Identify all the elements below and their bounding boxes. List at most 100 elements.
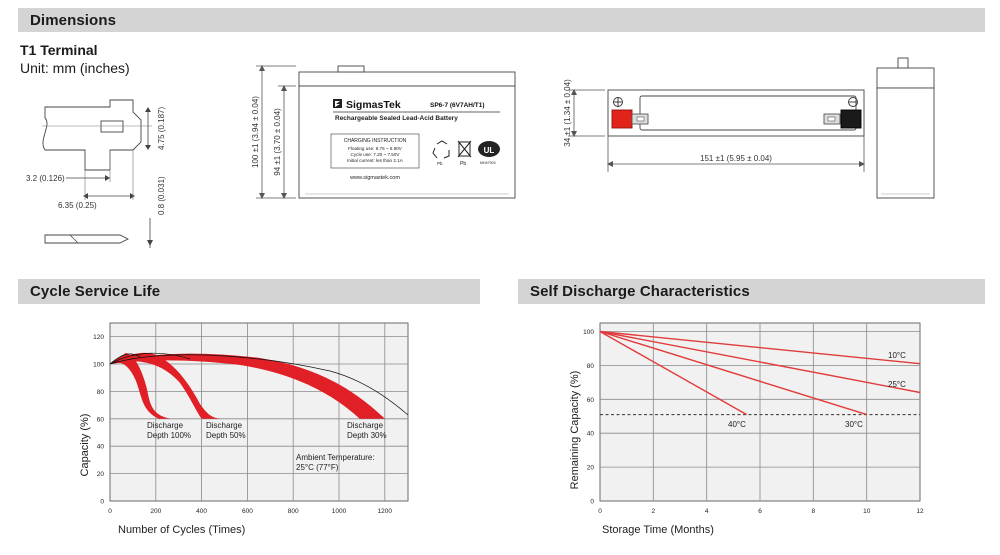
band-dod-50 [110,352,225,419]
svg-text:120: 120 [93,334,104,341]
crossed-bin-pb-icon [457,140,472,158]
line-40c [599,330,748,416]
section-title-self-discharge: Self Discharge Characteristics [530,283,750,300]
svg-text:0: 0 [100,499,104,506]
unit-note-label: Unit: mm (inches) [20,60,130,76]
charging-instruction-title: CHARGING INSTRUCTION [344,138,407,144]
dimension-drawings: 4.75 (0.187) 3.2 (0.126) 6.35 (0.25) 0.8… [26,57,935,248]
top-view-length-dim: 151 ±1 (5.95 ± 0.04) [700,154,772,163]
svg-text:1000: 1000 [332,508,347,515]
svg-text:80: 80 [587,363,595,370]
anno-dod-30-line2: Depth 30% [347,431,387,440]
svg-text:200: 200 [150,508,161,515]
terminal-thickness-dim: 0.8 (0.031) [157,176,166,215]
chart-self-discharge: 10°C 25°C 30°C 40°C 0 20 40 60 80 100 0 … [569,322,924,536]
terminal-height-dim: 4.75 (0.187) [157,107,166,150]
svg-text:UL: UL [484,146,495,155]
brand-name: SigmasTek [346,99,401,111]
anno-ambient-line1: Ambient Temperature: [296,453,375,462]
band-dod-30 [110,353,385,419]
svg-text:0: 0 [590,499,594,506]
cycle-x-tick-labels: 0 200 400 600 800 1000 1200 [108,508,392,515]
ul-listed-icon: UL [478,141,500,157]
band-dod-100 [110,352,171,419]
svg-text:12: 12 [916,508,924,515]
svg-text:100: 100 [93,362,104,369]
label-website: www.sigmastek.com [349,175,400,181]
svg-text:60: 60 [97,416,105,423]
svg-text:4: 4 [705,508,709,515]
svg-text:10: 10 [863,508,871,515]
top-view-dimension-lines [568,89,865,172]
svg-text:40: 40 [587,431,595,438]
section-title-cycle-service-life: Cycle Service Life [30,283,161,300]
battery-front-view [298,65,516,199]
ul-file-number: MH47903 [480,161,496,165]
terminal-width-dim: 6.35 (0.25) [58,201,97,210]
bin-mark-caption: Pb [460,161,466,167]
model-number: SP6-7 (6V7AH/T1) [430,102,485,109]
cycle-x-axis-title: Number of Cycles (Times) [118,524,245,536]
anno-dod-100-line1: Discharge [147,421,184,430]
self-label-25c: 25°C [888,380,906,389]
charging-line-cycle: Cycle use: 7.20 ~ 7.50V [351,152,401,157]
anno-ambient-line2: 25°C (77°F) [296,463,339,472]
self-vertical-gridlines [652,323,868,501]
anno-dod-50-line2: Depth 50% [206,431,246,440]
anno-dod-30-line1: Discharge [347,421,384,430]
self-horizontal-gridlines [600,331,920,468]
line-30c [599,330,867,416]
svg-text:1200: 1200 [378,508,393,515]
label-subtitle: Rechargeable Sealed Lead-Acid Battery [335,115,458,122]
recycle-pb-icon [432,140,450,159]
svg-text:8: 8 [811,508,815,515]
svg-text:600: 600 [242,508,253,515]
cycle-vertical-gridlines [155,323,386,501]
cycle-discharge-bands [110,352,385,419]
self-label-30c: 30°C [845,420,863,429]
section-header-self-discharge: Self Discharge Characteristics [518,279,985,304]
battery-top-view [607,89,865,137]
recycle-mark-caption: Pb [437,161,443,166]
top-view-depth-dim: 34 ±1 (1.34 ± 0.04) [563,79,572,147]
self-label-10c: 10°C [888,351,906,360]
product-label: SigmasTek SP6-7 (6V7AH/T1) Rechargeable … [330,99,500,181]
terminal-type-label: T1 Terminal [20,42,98,58]
svg-text:40: 40 [97,444,105,451]
battery-side-view [876,57,935,199]
self-discharge-lines [599,330,921,416]
anno-dod-50-line1: Discharge [206,421,243,430]
svg-text:60: 60 [587,397,595,404]
svg-text:80: 80 [97,389,105,396]
front-view-dimension-lines [256,65,296,199]
line-10c [599,330,921,365]
cycle-y-axis-title: Capacity (%) [79,414,91,477]
cycle-reference-curves [109,352,409,416]
front-view-body-height-dim: 94 ±1 (3.70 ± 0.04) [273,108,282,176]
charging-instruction-box [330,133,420,169]
svg-text:6: 6 [758,508,762,515]
self-x-tick-labels: 0 2 4 6 8 10 12 [598,508,924,515]
self-label-40c: 40°C [728,420,746,429]
cycle-y-tick-labels: 0 20 40 60 80 100 120 [93,334,104,505]
svg-text:800: 800 [288,508,299,515]
self-x-axis-title: Storage Time (Months) [602,524,714,536]
brand-logo-icon [333,99,342,108]
charging-line-floating: Floating use: 6.75 ~ 6.90V [348,146,403,151]
anno-dod-100-line2: Depth 100% [147,431,191,440]
svg-text:2: 2 [651,508,655,515]
svg-text:0: 0 [108,508,112,515]
terminal-detail-drawing [42,99,153,248]
svg-text:100: 100 [583,329,594,336]
front-view-total-height-dim: 100 ±1 (3.94 ± 0.04) [251,96,260,168]
self-y-axis-title: Remaining Capacity (%) [569,371,581,490]
section-header-dimensions: Dimensions [18,8,985,32]
terminal-gap-dim: 3.2 (0.126) [26,174,65,183]
svg-text:20: 20 [587,465,595,472]
svg-text:0: 0 [598,508,602,515]
chart-cycle-service-life: 0 20 40 60 80 100 120 0 200 400 600 800 … [79,322,409,536]
line-25c [599,330,921,394]
svg-text:400: 400 [196,508,207,515]
self-y-tick-labels: 0 20 40 60 80 100 [583,329,594,506]
